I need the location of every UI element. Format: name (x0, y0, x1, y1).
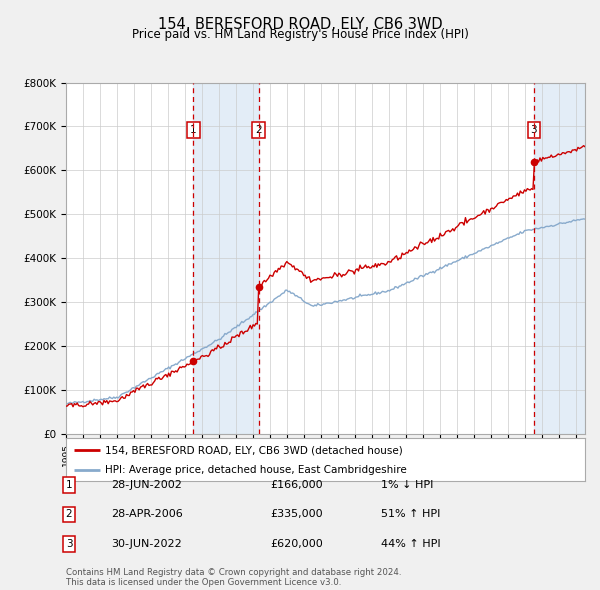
Text: Contains HM Land Registry data © Crown copyright and database right 2024.
This d: Contains HM Land Registry data © Crown c… (66, 568, 401, 587)
Bar (534, 83, 585, 434)
Text: 3: 3 (65, 539, 73, 549)
Text: Price paid vs. HM Land Registry's House Price Index (HPI): Price paid vs. HM Land Registry's House … (131, 28, 469, 41)
Text: 30-JUN-2022: 30-JUN-2022 (111, 539, 182, 549)
Text: HPI: Average price, detached house, East Cambridgeshire: HPI: Average price, detached house, East… (105, 466, 407, 475)
Text: 1% ↓ HPI: 1% ↓ HPI (381, 480, 433, 490)
Text: 28-APR-2006: 28-APR-2006 (111, 510, 183, 519)
Text: 51% ↑ HPI: 51% ↑ HPI (381, 510, 440, 519)
Text: 154, BERESFORD ROAD, ELY, CB6 3WD: 154, BERESFORD ROAD, ELY, CB6 3WD (158, 17, 442, 31)
Text: £166,000: £166,000 (270, 480, 323, 490)
Text: 28-JUN-2002: 28-JUN-2002 (111, 480, 182, 490)
Text: 154, BERESFORD ROAD, ELY, CB6 3WD (detached house): 154, BERESFORD ROAD, ELY, CB6 3WD (detac… (105, 445, 403, 455)
Text: 2: 2 (256, 125, 262, 135)
Text: 44% ↑ HPI: 44% ↑ HPI (381, 539, 440, 549)
Text: 1: 1 (65, 480, 73, 490)
Bar (193, 83, 259, 434)
Text: 2: 2 (65, 510, 73, 519)
Text: 3: 3 (530, 125, 537, 135)
Text: £335,000: £335,000 (270, 510, 323, 519)
Text: 1: 1 (190, 125, 197, 135)
Text: £620,000: £620,000 (270, 539, 323, 549)
